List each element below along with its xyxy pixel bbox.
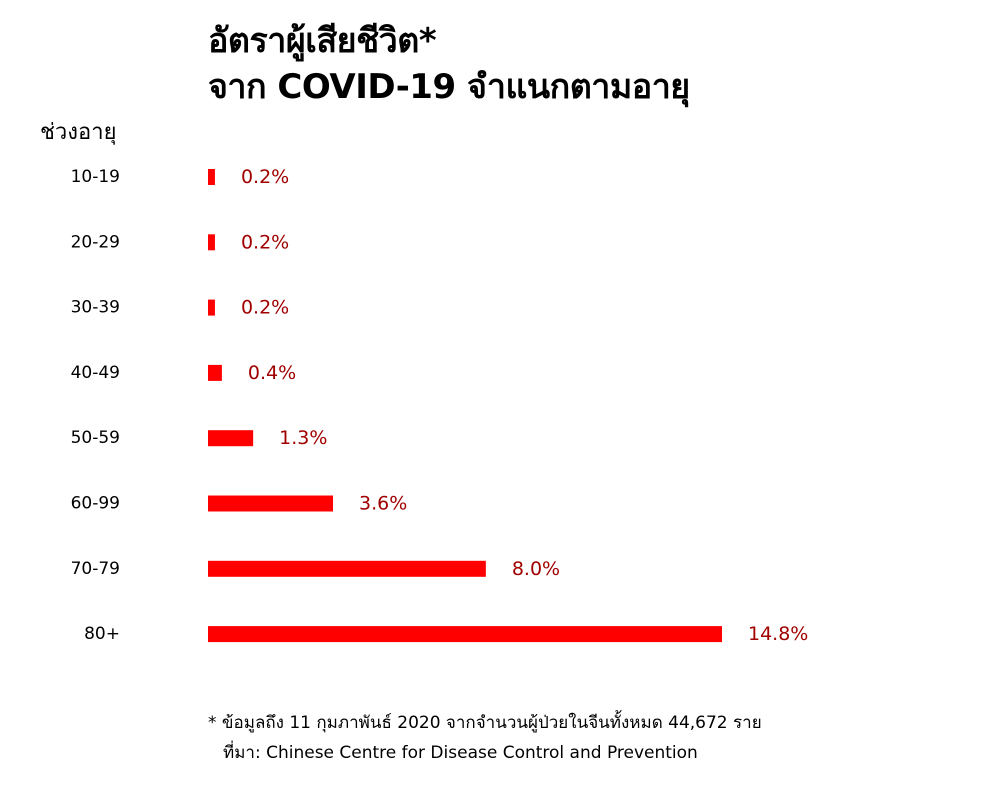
category-label: 50-59 (71, 428, 120, 448)
value-label: 0.2% (241, 297, 289, 319)
bar (208, 560, 486, 577)
chart-title-line-1: อัตราผู้เสียชีวิต* (208, 21, 437, 61)
bar (208, 430, 254, 447)
value-label: 1.3% (279, 427, 327, 449)
category-label: 60-99 (71, 494, 120, 514)
value-label: 3.6% (359, 493, 407, 515)
bar (208, 626, 722, 643)
category-label: 70-79 (71, 559, 120, 579)
bar (208, 299, 215, 316)
footnote-note: * ข้อมูลถึง 11 กุมภาพันธ์ 2020 จากจำนวนผ… (208, 713, 762, 733)
value-label: 0.2% (241, 166, 289, 188)
bar-chart: 10-19 0.2% 20-29 0.2% 30-39 0.2% 40-49 0.4% 50-5… (71, 166, 809, 645)
value-label: 0.2% (241, 231, 289, 253)
bar (208, 234, 215, 251)
category-label: 10-19 (71, 167, 120, 187)
footnote: * ข้อมูลถึง 11 กุมภาพันธ์ 2020 จากจำนวนผ… (208, 708, 762, 768)
value-label: 8.0% (512, 558, 560, 580)
value-label: 14.8% (748, 623, 808, 645)
category-label: 40-49 (71, 363, 120, 383)
chart-title-line-2: จาก COVID-19 จำแนกตามอายุ (208, 67, 690, 107)
bar (208, 364, 222, 381)
category-label: 30-39 (71, 298, 120, 318)
value-label: 0.4% (248, 362, 296, 384)
bar (208, 169, 215, 185)
footnote-source: ที่มา: Chinese Centre for Disease Contro… (223, 743, 698, 763)
category-label: 20-29 (71, 232, 120, 252)
chart-title: อัตราผู้เสียชีวิต* จาก COVID-19 จำแนกตาม… (208, 18, 690, 110)
category-label: 80+ (84, 624, 120, 644)
y-axis-label: ช่วงอายุ (40, 120, 117, 145)
bar (208, 495, 334, 512)
